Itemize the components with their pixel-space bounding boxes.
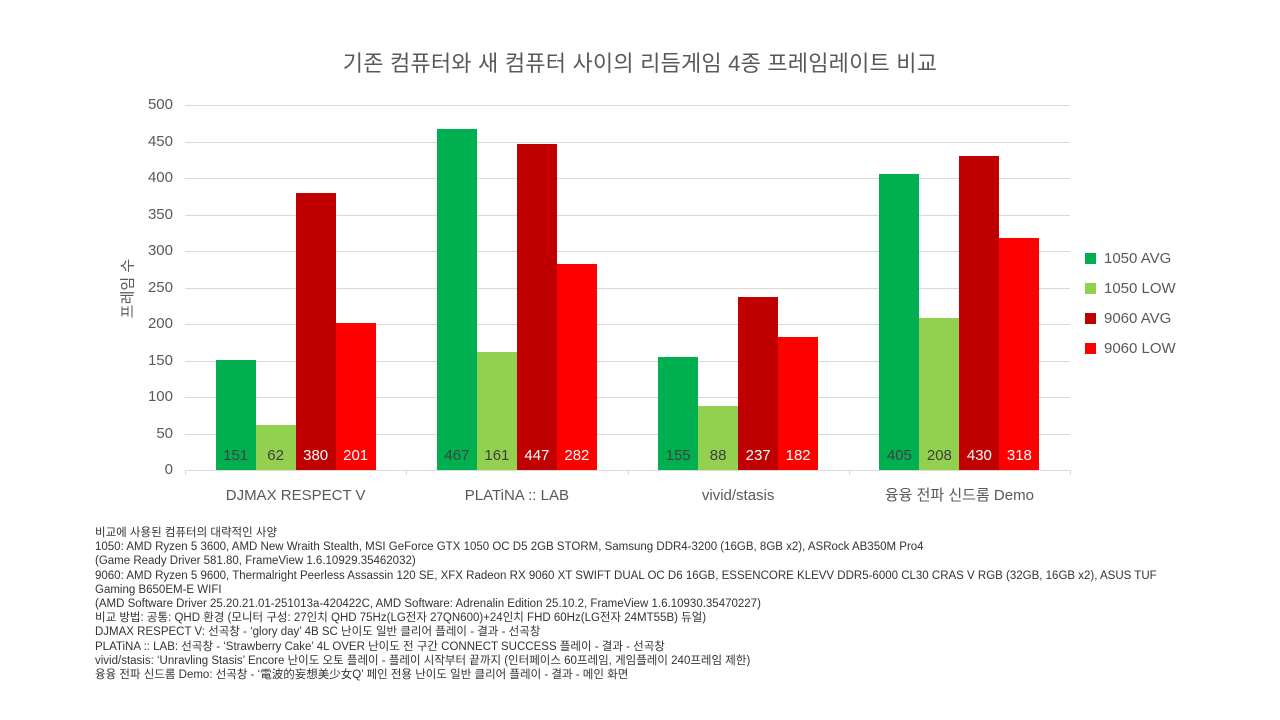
y-tick-label: 300	[147, 242, 173, 259]
legend-label: 1050 LOW	[1104, 279, 1176, 297]
footer-line: 1050: AMD Ryzen 5 3600, AMD New Wraith S…	[95, 541, 924, 554]
footer-line: DJMAX RESPECT V: 선곡창 - ‘glory day’ 4B SC…	[95, 626, 541, 639]
bar	[698, 405, 739, 470]
bar	[879, 174, 920, 470]
gridline	[185, 397, 1070, 398]
bar-value-label: 318	[1006, 447, 1032, 464]
bar	[476, 352, 517, 470]
y-tick-label: 0	[164, 461, 173, 478]
x-axis-tick	[627, 470, 629, 475]
bar	[658, 356, 699, 470]
bar	[738, 296, 779, 470]
legend-label: 9060 LOW	[1104, 339, 1176, 357]
category-label: vivid/stasis	[701, 487, 775, 504]
category-label: DJMAX RESPECT V	[225, 487, 366, 504]
bar-value-label: 237	[745, 447, 771, 464]
y-tick-label: 50	[156, 424, 173, 442]
gridline	[185, 251, 1070, 252]
y-tick-label: 500	[147, 96, 173, 113]
bar-value-label: 182	[785, 447, 811, 464]
bar	[295, 192, 336, 470]
y-tick-label: 200	[147, 315, 173, 332]
gridline	[185, 360, 1070, 362]
legend: 1050 AVG 1050 LOW 9060 AVG 9060 LOW	[1085, 249, 1176, 369]
gridline	[185, 105, 1070, 106]
category-label: PLATiNA :: LAB	[464, 487, 569, 504]
bar	[556, 264, 597, 470]
y-tick-label: 400	[147, 169, 173, 186]
legend-label: 1050 AVG	[1104, 249, 1172, 267]
legend-item: 1050 LOW	[1085, 279, 1176, 297]
gridline	[185, 287, 1070, 289]
footer-line: 융융 전파 신드롬 Demo: 선곡창 - ‘電波的妄想美少女Q’ 페인 전용 …	[95, 669, 629, 682]
legend-item: 9060 AVG	[1085, 309, 1176, 327]
chart-title: 기존 컴퓨터와 새 컴퓨터 사이의 리듬게임 4종 프레임레이트 비교	[342, 51, 938, 76]
footer-line: (AMD Software Driver 25.20.21.01-251013a…	[95, 598, 761, 611]
bar-value-label: 151	[223, 447, 249, 464]
footer-line: 비교에 사용된 컴퓨터의 대략적인 사양	[95, 527, 278, 539]
bar-value-label: 447	[524, 447, 550, 464]
bar-value-label: 467	[444, 447, 470, 464]
legend-item: 1050 AVG	[1085, 249, 1176, 267]
x-axis-tick	[848, 470, 850, 475]
gridline	[185, 141, 1070, 143]
legend-label: 9060 AVG	[1104, 309, 1172, 327]
footer-line: vivid/stasis: ‘Unravling Stasis’ Encore …	[95, 654, 751, 667]
footer-line: PLATiNA :: LAB: 선곡창 - ‘Strawberry Cake’ …	[95, 640, 665, 653]
y-tick-label: 250	[147, 278, 173, 296]
bar-value-label: 62	[267, 447, 284, 464]
bar-value-label: 155	[665, 447, 691, 464]
footer-line: Gaming B650EM-E WIFI	[95, 583, 222, 596]
legend-swatch-icon	[1085, 342, 1096, 354]
legend-item: 9060 LOW	[1085, 339, 1176, 357]
y-tick-label: 150	[147, 351, 173, 369]
bar	[959, 156, 1000, 470]
bar	[215, 359, 256, 470]
bar	[335, 323, 376, 470]
legend-swatch-icon	[1085, 252, 1096, 264]
category-label: 융융 전파 신드롬 Demo	[884, 487, 1034, 504]
legend-swatch-icon	[1085, 282, 1096, 294]
y-tick-label: 450	[147, 132, 173, 150]
bar-value-label: 161	[484, 447, 510, 464]
y-tick-label: 100	[147, 388, 173, 405]
bar	[999, 237, 1040, 470]
x-axis-tick	[1070, 470, 1071, 475]
bar-value-label: 88	[709, 447, 727, 464]
x-axis-tick	[406, 470, 408, 475]
footer-line: 9060: AMD Ryzen 5 9600, Thermalright Pee…	[95, 569, 1157, 582]
bar	[516, 143, 557, 470]
bar-value-label: 208	[926, 447, 952, 464]
bar	[778, 337, 819, 470]
legend-swatch-icon	[1085, 312, 1096, 324]
footer-line: (Game Ready Driver 581.80, FrameView 1.6…	[95, 555, 416, 568]
gridline	[185, 214, 1070, 216]
bar-value-label: 405	[886, 447, 912, 464]
bar	[255, 424, 296, 470]
bar-value-label: 380	[303, 447, 329, 464]
bar-value-label: 282	[564, 447, 590, 464]
x-axis-tick	[185, 470, 186, 475]
gridline	[185, 178, 1070, 179]
bar-value-label: 430	[966, 447, 992, 464]
gridline	[185, 324, 1070, 325]
footer-notes: 비교에 사용된 컴퓨터의 대략적인 사양 1050: AMD Ryzen 5 36…	[95, 526, 1195, 682]
footer-line: 비교 방법: 공통: QHD 환경 (모니터 구성: 27인치 QHD 75Hz…	[95, 612, 707, 625]
y-tick-label: 350	[147, 205, 173, 223]
bar	[919, 318, 960, 470]
bar	[436, 129, 477, 470]
gridline	[185, 433, 1070, 435]
bar-value-label: 201	[343, 447, 369, 464]
